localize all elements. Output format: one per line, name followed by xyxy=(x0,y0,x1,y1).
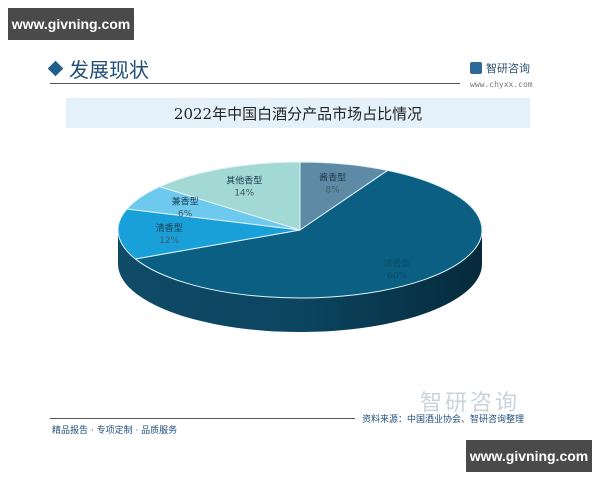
footer-tagline: 精品报告 · 专项定制 · 品质服务 xyxy=(52,426,178,436)
chart-title: 2022年中国白酒分产品市场占比情况 xyxy=(173,104,423,123)
pie-slice xyxy=(299,161,389,231)
pie-slice xyxy=(158,161,301,231)
brand-name: 智研咨询 xyxy=(486,62,530,75)
brand-url: www.chyxx.com xyxy=(470,80,533,89)
header-divider xyxy=(50,83,460,84)
slice-percent-label: 6% xyxy=(178,209,193,219)
section-title: 发展现状 xyxy=(69,58,149,82)
source-note: 资料来源：中国酒业协会、智研咨询整理 xyxy=(362,415,525,425)
slice-percent-label: 60% xyxy=(387,272,407,282)
slice-percent-label: 14% xyxy=(234,189,254,199)
pie-slice xyxy=(117,208,301,260)
slice-percent-label: 8% xyxy=(325,186,340,196)
chart-title-bar: 2022年中国白酒分产品市场占比情况 xyxy=(66,98,530,128)
slice-category-label: 清香型 xyxy=(156,222,183,234)
pie-side xyxy=(118,230,482,332)
brand-logo-icon xyxy=(470,62,482,74)
slice-category-label: 兼香型 xyxy=(172,195,199,207)
footer-divider xyxy=(50,418,355,419)
brand-block: 智研咨询 www.chyxx.com xyxy=(470,60,533,89)
watermark-badge-top: www.givning.com xyxy=(8,8,134,40)
slice-category-label: 浓香型 xyxy=(384,259,411,270)
section-header: 发展现状 xyxy=(47,54,149,83)
watermark-badge-bottom: www.givning.com xyxy=(466,440,592,472)
pie-slice xyxy=(134,169,483,299)
slice-category-label: 酱香型 xyxy=(319,172,346,184)
slice-category-label: 其他香型 xyxy=(226,175,262,187)
slice-percent-label: 12% xyxy=(159,236,179,246)
footer-brand-watermark: 智研咨询 xyxy=(420,391,521,416)
